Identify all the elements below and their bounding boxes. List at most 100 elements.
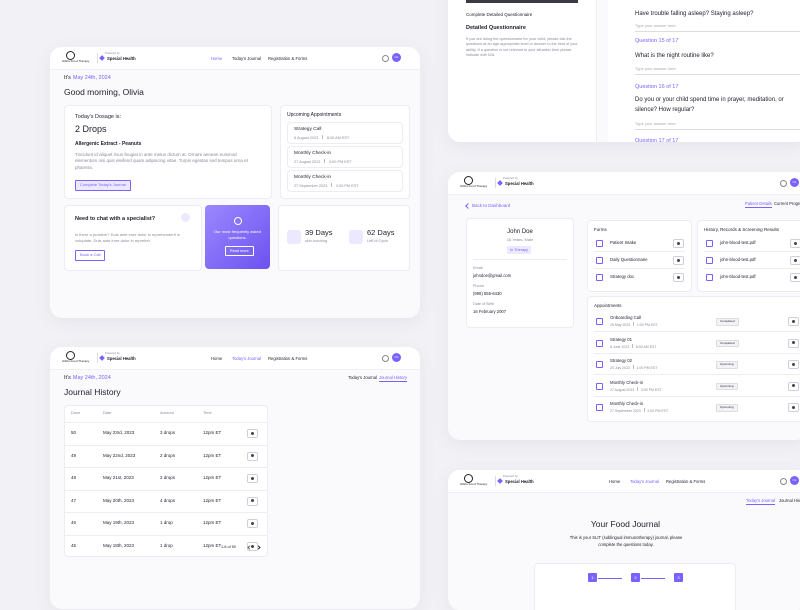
row-divider [65,489,267,491]
help-icon[interactable] [382,355,389,362]
view-icon[interactable] [788,338,799,348]
nav-link[interactable]: Registration & Forms [268,356,308,361]
view-icon[interactable] [788,360,799,369]
view-icon[interactable] [247,474,258,484]
patient-card: John Doe 16 Years, Male In Therapy Email joh… [466,218,574,328]
nav-link[interactable]: Today's Journal [232,356,261,361]
view-icon[interactable] [788,403,799,412]
column-header: Dose [71,410,81,415]
appointment-time: 1:00 PM EST [636,366,658,370]
view-icon[interactable] [788,381,799,391]
tab[interactable]: Journal History [379,375,407,383]
cell: May 20th, 2023 [103,497,135,503]
tab[interactable]: Patient Details [745,201,772,209]
appointment-time: 8:00 AM EST [326,136,350,140]
appointments-title: Upcoming Appointments [287,112,342,118]
cell: 50 [71,430,77,435]
step[interactable]: 1 [588,573,597,582]
brand-name: Gibbs Food Therapy [460,482,488,486]
step-line [598,578,622,579]
tab[interactable]: Today's Journal [348,375,377,380]
avatar[interactable]: OL [790,476,799,485]
faq-text: Our most frequently asked questions. [214,229,261,240]
brand-name: Gibbs Food Therapy [62,59,90,63]
cell: 48 [71,475,77,481]
file-icon [706,274,713,281]
avatar[interactable]: OL [392,53,401,62]
nav-link[interactable]: Home [211,56,223,61]
avatar[interactable]: OL [392,353,401,362]
view-icon[interactable] [247,451,258,461]
logo-mark [464,176,473,185]
avatar[interactable]: OL [790,178,799,187]
view-icon[interactable] [247,519,258,529]
view-icon-dot [676,258,680,262]
tab[interactable]: Today's Journal [746,498,775,506]
cell: 12pm ET [203,452,222,458]
faq-button[interactable]: Read more [225,246,254,256]
next-page[interactable] [256,545,261,550]
appointment-when: 27 August 2023 3:00 PM EST [610,386,662,392]
separator [637,386,638,391]
chat-title: Need to chat with a specialist? [75,216,156,222]
view-icon[interactable] [247,429,258,438]
cell: May 22nd, 2023 [103,452,136,458]
journal-button[interactable]: Complete Today's Journal [75,180,131,191]
tab[interactable]: Journal History [779,498,800,503]
nav-link[interactable]: Registration & Forms [268,56,308,61]
help-icon[interactable] [780,478,787,485]
view-icon[interactable] [673,273,684,282]
pagination: 1-6 of 50 [221,545,236,549]
help-icon[interactable] [382,55,389,62]
appointment-item: Strategy Call 6 August 2023 8:00 AM EST [287,122,403,144]
file-icon [706,257,713,264]
screen-card: Complete Detailed Questionnaire Detailed … [448,0,800,142]
row-divider [65,444,267,446]
view-icon[interactable] [790,256,800,265]
cell: May 21st, 2023 [103,475,134,481]
questionnaire-link: Complete Detailed Questionnaire [466,12,533,17]
file-icon [596,274,603,281]
view-icon[interactable] [790,239,800,248]
step[interactable]: 2 [631,573,640,582]
call-button[interactable]: Book a Call [75,250,106,261]
status-tag: In Therapy [507,246,532,254]
tab[interactable]: Current Progress [774,201,800,206]
partner-name: Special Health [107,56,136,61]
nav-link[interactable]: Today's Journal [630,479,659,484]
left-panel [448,0,597,142]
nav-link[interactable]: Registration & Forms [666,479,706,484]
step[interactable]: 3 [674,573,683,582]
appointment-date: 27 September 2023 [610,409,641,413]
view-icon[interactable] [247,542,258,551]
question: Have trouble falling asleep? Staying asl… [635,11,754,17]
nav-link[interactable]: Home [211,356,223,361]
view-icon[interactable] [673,256,684,265]
view-icon[interactable] [247,496,258,506]
answer-input[interactable]: Type your answer here [635,121,800,130]
back-link[interactable]: Back to Dashboard [472,203,511,208]
logo-mark [66,51,75,60]
view-icon[interactable] [673,239,684,248]
question-number: Question 15 of 17 [635,38,679,44]
row-divider [594,395,800,397]
status-tag: Completed [716,339,739,348]
appointment-name: Monthly Check-in [294,175,332,180]
view-icon[interactable] [790,273,800,282]
cell: May 23rd, 2023 [103,430,135,435]
answer-input[interactable]: Type your answer here [635,23,800,32]
nav-link[interactable]: Home [609,479,621,484]
view-icon[interactable] [788,317,799,326]
file-name: Patient Intake [610,240,637,245]
answer-input[interactable]: Type your answer here [635,66,800,75]
help-icon[interactable] [780,180,787,187]
appointment-name: Monthly Check-in [610,379,644,385]
appointment-name: Onboarding Call [610,315,642,320]
file-icon [706,240,713,247]
header-bar [448,172,800,195]
cell: 12pm ET [203,543,222,548]
cell: 49 [71,452,77,458]
question-number: Question 17 of 17 [635,138,679,142]
header-bar [50,47,420,70]
nav-link[interactable]: Today's Journal [232,56,261,61]
